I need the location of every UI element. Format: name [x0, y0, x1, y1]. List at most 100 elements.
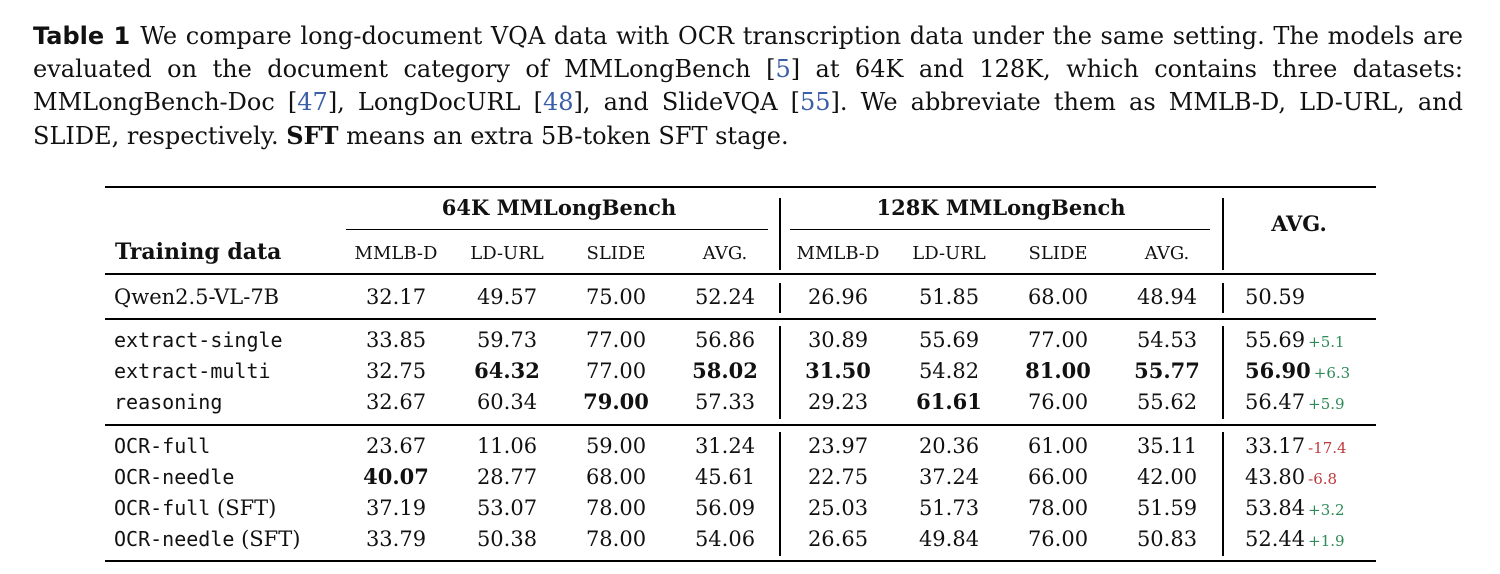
caption-label: Table 1 [33, 22, 131, 50]
row-label: OCR-needle (SFT) [114, 526, 300, 552]
row-header: Training data [115, 239, 282, 265]
table-cell: 30.89 [807, 328, 869, 352]
table-cell: 29.23 [807, 390, 869, 414]
row-label: extract-single [114, 327, 283, 353]
avg-value: 56.47 [1245, 390, 1306, 414]
caption-text-2: ] at 64K and 128K, which contains three … [33, 55, 1464, 116]
table-cell: 79.00 [583, 389, 649, 414]
avg-delta: -6.8 [1308, 470, 1338, 488]
table-cell: 32.75 [365, 359, 427, 383]
separator-64k-128k [779, 198, 781, 270]
table-cell: 33.85 [365, 328, 427, 352]
avg-value: 52.44 [1245, 527, 1306, 551]
group-header-128k: 128K MMLongBench [876, 195, 1126, 220]
avg-cell: 55.69 +5.1 [1245, 327, 1345, 355]
table-cell: 75.00 [585, 285, 647, 309]
column-header: MMLB-D [796, 243, 880, 264]
table-cell: 81.00 [1025, 358, 1091, 383]
avg-cell: 33.17 -17.4 [1245, 433, 1347, 461]
avg-delta: +6.3 [1313, 364, 1351, 382]
table-cell: 54.06 [694, 527, 756, 551]
row-label: OCR-full (SFT) [114, 495, 276, 521]
table-cell: 77.00 [1027, 328, 1089, 352]
training-data-name: extract-single [114, 328, 283, 352]
table-cell: 48.94 [1136, 285, 1198, 309]
avg-cell: 50.59 [1245, 284, 1305, 310]
avg-value: 50.59 [1245, 285, 1306, 309]
citation-link[interactable]: 55 [800, 88, 831, 116]
table-cell: 32.17 [365, 285, 427, 309]
row-label: extract-multi [114, 358, 271, 384]
citation-link[interactable]: 5 [775, 55, 791, 83]
section-rule-1 [105, 318, 1376, 320]
column-header: LD-URL [912, 243, 986, 264]
training-data-name: OCR-full [114, 496, 211, 520]
column-header: AVG. [702, 243, 748, 264]
avg-value: 56.90 [1245, 358, 1311, 383]
header-rule [105, 273, 1376, 275]
avg-cell: 52.44 +1.9 [1245, 526, 1345, 554]
training-data-suffix: (SFT) [210, 496, 277, 520]
row-label: Qwen2.5-VL-7B [114, 284, 279, 310]
table-cell: 20.36 [918, 434, 980, 458]
table-cell: 66.00 [1027, 465, 1089, 489]
column-header: MMLB-D [354, 243, 438, 264]
training-data-name: Qwen2.5-VL-7B [114, 285, 280, 309]
table-cell: 28.77 [476, 465, 538, 489]
table-cell: 51.73 [918, 496, 980, 520]
table-cell: 23.67 [365, 434, 427, 458]
caption-text-3: ], LongDocURL [ [327, 88, 543, 116]
table-cell: 35.11 [1136, 434, 1198, 458]
avg-cell: 53.84 +3.2 [1245, 495, 1345, 523]
separator-64k-128k [779, 283, 781, 313]
citation-link[interactable]: 47 [297, 88, 328, 116]
table-cell: 49.57 [476, 285, 538, 309]
avg-cell: 56.90 +6.3 [1245, 358, 1350, 386]
table-cell: 78.00 [585, 496, 647, 520]
table-cell: 26.65 [807, 527, 869, 551]
separator-128k-avg [1222, 198, 1224, 270]
table-cell: 40.07 [363, 464, 429, 489]
training-data-name: extract-multi [114, 359, 271, 383]
table-cell: 57.33 [694, 390, 756, 414]
separator-128k-avg [1222, 432, 1224, 556]
separator-128k-avg [1222, 326, 1224, 419]
section-rule-2 [105, 424, 1376, 426]
table-cell: 33.79 [365, 527, 427, 551]
avg-delta: +1.9 [1308, 532, 1345, 550]
table-cell: 59.73 [476, 328, 538, 352]
caption-text-6: means an extra 5B-token SFT stage. [338, 122, 789, 150]
avg-delta: +5.9 [1308, 395, 1345, 413]
row-label: OCR-needle [114, 464, 234, 490]
caption-text-1: We compare long-document VQA data with O… [33, 22, 1463, 83]
citation-link[interactable]: 48 [542, 88, 574, 116]
table-cell: 78.00 [1027, 496, 1089, 520]
training-data-suffix: (SFT) [234, 527, 301, 551]
table-cell: 51.85 [918, 285, 980, 309]
table-cell: 76.00 [1027, 390, 1089, 414]
table-cell: 55.62 [1136, 390, 1198, 414]
table-cell: 78.00 [585, 527, 647, 551]
training-data-name: reasoning [114, 390, 223, 414]
table-cell: 64.32 [474, 358, 540, 383]
table-cell: 42.00 [1136, 465, 1198, 489]
avg-cell: 56.47 +5.9 [1245, 389, 1345, 417]
table-cell: 55.77 [1134, 358, 1200, 383]
table-cell: 51.59 [1136, 496, 1198, 520]
avg-delta: +5.1 [1308, 333, 1345, 351]
column-header: SLIDE [1028, 243, 1088, 264]
row-label: OCR-full [114, 433, 210, 459]
avg-cell: 43.80 -6.8 [1245, 464, 1337, 492]
table-cell: 23.97 [807, 434, 869, 458]
table-cell: 60.34 [476, 390, 538, 414]
caption-text-4: ], and SlideVQA [ [573, 88, 801, 116]
table-cell: 56.09 [694, 496, 756, 520]
table-cell: 56.86 [694, 328, 756, 352]
table-cell: 53.07 [476, 496, 538, 520]
table-cell: 76.00 [1027, 527, 1089, 551]
avg-value: 53.84 [1245, 496, 1306, 520]
table-cell: 68.00 [1027, 285, 1089, 309]
table-cell: 54.82 [918, 359, 980, 383]
separator-128k-avg [1222, 283, 1224, 313]
